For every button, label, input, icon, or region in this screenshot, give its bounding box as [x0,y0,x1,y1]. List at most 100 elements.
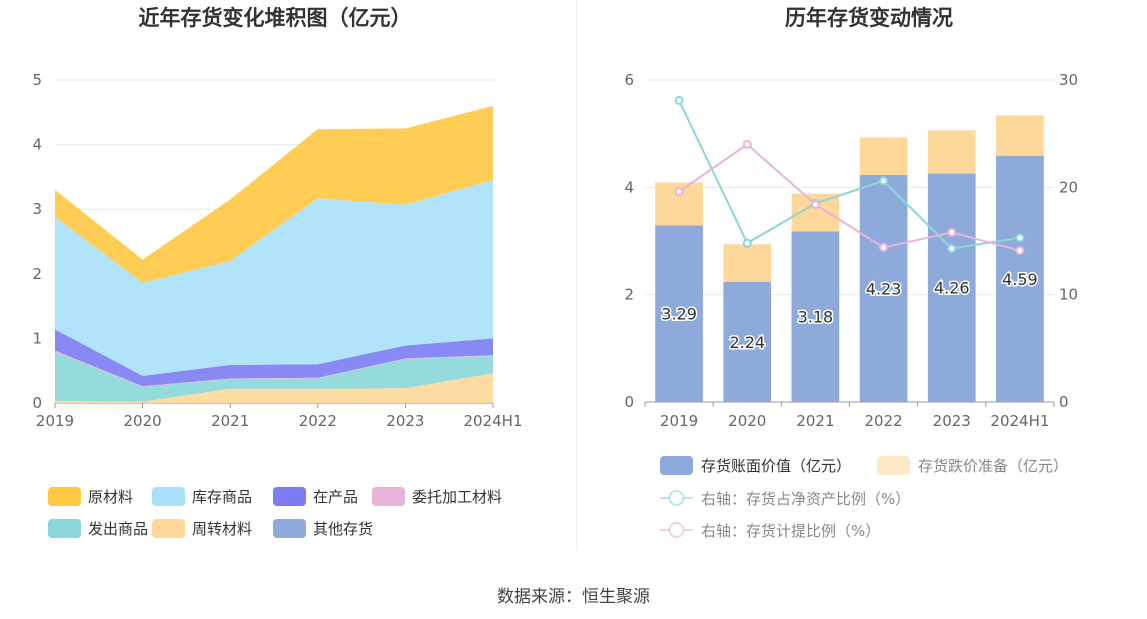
chart2-bar-value-label: 4.23 [866,279,902,298]
chart2-bar-value-label: 4.59 [1002,270,1038,289]
chart2-ytick-label: 4 [624,178,634,196]
chart2-ytick-label: 0 [624,393,634,411]
chart1-legend-swatch [152,487,185,506]
chart2-bar-存货跌价准备（亿元） [723,244,772,282]
chart2-bar-存货账面价值（亿元） [791,231,840,402]
chart2-title: 历年存货变动情况 [785,6,953,30]
chart1-ytick-label: 0 [32,394,42,412]
chart1-legend-label: 委托加工材料 [412,488,502,506]
chart1-legend-item: 原材料 [48,487,133,506]
chart2-legend-marker [668,490,685,506]
chart1-area-库存商品 [55,180,493,376]
chart1-legend-item: 发出商品 [48,519,148,538]
chart2-legend-label: 右轴：存货占净资产比例（%） [701,490,910,508]
chart2-bar-存货跌价准备（亿元） [859,137,908,175]
chart2-bar-value-label: 3.29 [661,305,697,324]
chart2-xtick-label: 2023 [933,412,971,430]
chart2-bar-存货账面价值（亿元） [996,155,1044,402]
chart1-legend-swatch [372,487,405,506]
chart2-legend-swatch [660,456,693,475]
chart2-line-point [810,200,820,210]
chart2-line-point [879,176,889,186]
chart2-y2tick-label: 30 [1059,71,1078,89]
chart1-legend-swatch [152,519,185,538]
chart2-ytick-label: 6 [624,71,634,89]
chart1-legend-item: 其他存货 [273,519,373,538]
chart1-xtick-label: 2023 [386,412,424,430]
chart1-legend-label: 在产品 [313,488,358,506]
chart1-title: 近年存货变化堆积图（亿元） [139,6,412,30]
chart1-legend-label: 库存商品 [192,488,252,506]
chart2-y2tick-label: 0 [1059,393,1069,411]
inventory-stacked-area-chart: 近年存货变化堆积图（亿元） 0 1 2 3 4 5 2019 2020 2021 2022 2023… [32,6,523,538]
chart1-legend-label: 原材料 [88,488,133,506]
chart2-line-point [947,227,957,237]
chart2-legend-item: 右轴：存货占净资产比例（%） [660,490,910,508]
chart1-legend-label: 发出商品 [88,520,148,538]
chart2-legend-marker [668,522,685,538]
chart2-legend-item: 存货跌价准备（亿元） [877,456,1068,475]
chart2-y2tick-label: 10 [1059,286,1078,304]
data-source-note: 数据来源：恒生聚源 [497,587,650,607]
chart1-legend-swatch [273,487,306,506]
chart2-legend-label: 存货账面价值（亿元） [701,457,851,475]
inventory-change-combo-chart: 历年存货变动情况 0 2 4 6 0 10 20 30 2019 2020 2021 2022 2023… [624,6,1078,540]
chart1-xtick-label: 2019 [36,412,74,430]
chart2-line-point [1015,246,1025,256]
chart2-bar-value-label: 2.24 [729,333,765,352]
chart1-area-发出商品 [55,351,493,402]
chart1-legend-item: 在产品 [273,487,358,506]
chart1-ytick-label: 5 [32,71,42,89]
chart2-line-point [742,139,752,149]
chart2-bar-存货账面价值（亿元） [655,225,703,402]
chart2-legend-swatch [877,456,910,475]
chart1-area-在产品 [55,329,493,387]
chart2-bar-存货账面价值（亿元） [927,173,976,402]
chart1-legend-swatch [273,519,306,538]
chart2-xtick-label: 2022 [864,412,902,430]
chart1-legend-item: 委托加工材料 [372,487,502,506]
chart2-xtick-label: 2020 [728,412,766,430]
chart2-line-point [1015,233,1025,243]
chart2-legend-item: 存货账面价值（亿元） [660,456,851,475]
chart1-xtick-label: 2020 [124,412,162,430]
chart2-y2tick-label: 20 [1059,178,1078,196]
chart2-line-右轴：存货计提比例（%） [678,143,1021,252]
chart1-area-原材料 [55,105,493,283]
chart1-ytick-label: 1 [32,329,42,347]
chart2-xtick-label: 2021 [796,412,834,430]
chart2-bar-value-label: 3.18 [798,308,834,327]
chart1-legend-label: 其他存货 [313,520,373,538]
chart2-line-point [947,244,957,254]
chart2-line-point [674,95,684,105]
chart2-legend-item: 右轴：存货计提比例（%） [660,522,880,540]
chart1-xtick-label: 2022 [299,412,337,430]
chart1-ytick-label: 4 [32,136,42,154]
panel-divider [576,0,577,550]
chart2-line-point [674,187,684,197]
chart1-area-周转材料 [55,373,493,403]
chart1-legend-swatch [48,519,81,538]
chart2-line-point [879,242,889,252]
chart1-xtick-label: 2024H1 [464,412,523,430]
chart1-legend-item: 库存商品 [152,487,252,506]
chart2-legend-label: 右轴：存货计提比例（%） [701,522,880,540]
chart1-legend-swatch [48,487,81,506]
chart2-xtick-label: 2019 [660,412,698,430]
chart1-legend-label: 周转材料 [192,520,252,538]
chart2-bar-value-label: 4.26 [934,279,970,298]
chart2-bar-存货跌价准备（亿元） [927,130,976,174]
chart2-bar-存货账面价值（亿元） [723,281,772,402]
chart2-line-右轴：存货占净资产比例（%） [678,99,1021,250]
chart1-xtick-label: 2021 [211,412,249,430]
chart2-bar-存货跌价准备（亿元） [996,115,1044,156]
chart2-legend-label: 存货跌价准备（亿元） [918,457,1068,475]
chart2-xtick-label: 2024H1 [990,412,1049,430]
chart2-ytick-label: 2 [624,286,634,304]
chart2-line-point [742,238,752,248]
chart1-ytick-label: 3 [32,200,42,218]
chart1-legend-item: 周转材料 [152,519,252,538]
chart2-bar-存货账面价值（亿元） [859,174,908,402]
chart1-ytick-label: 2 [32,265,42,283]
